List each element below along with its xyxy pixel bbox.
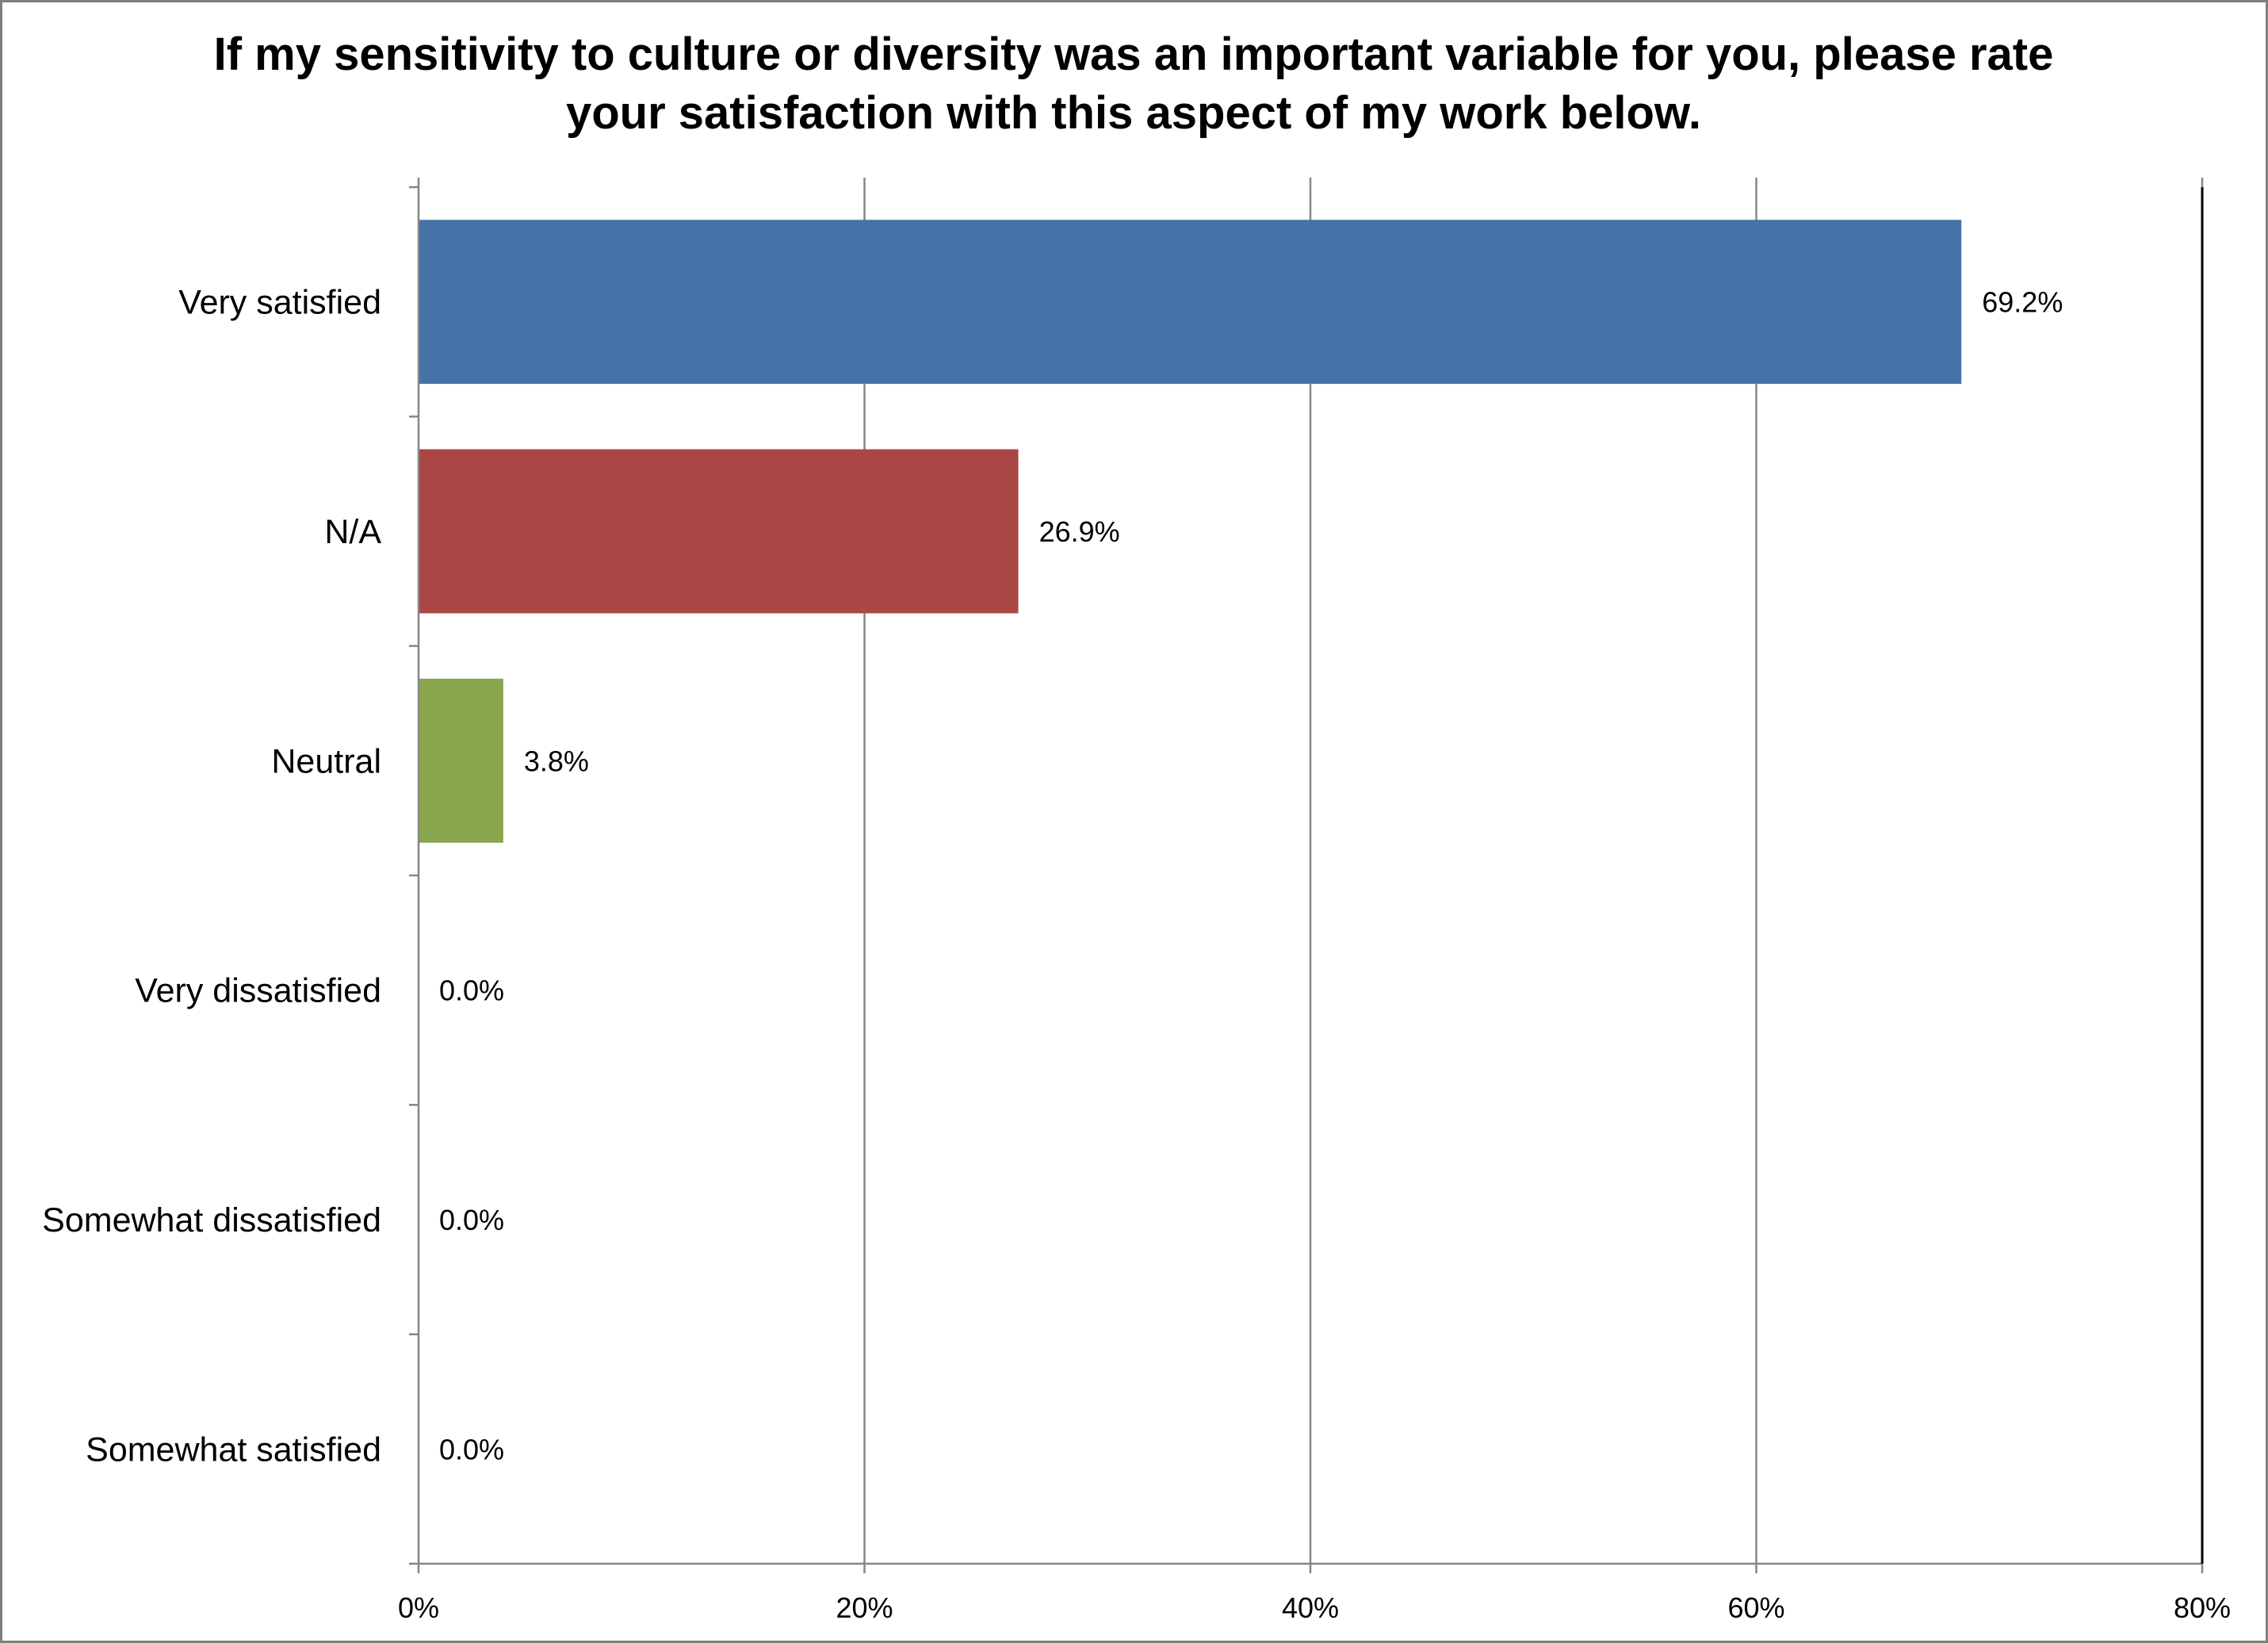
chart-title: If my sensitivity to culture or diversit… [213,29,2054,139]
x-tick-label: 0% [398,1591,439,1624]
data-label: 0.0% [439,1433,504,1465]
gridlines [863,187,2204,1564]
labels: 0% 20% 40% 60% 80% Very satisfied 69.2% N/A 26.9… [42,284,2231,1624]
bars [419,220,1962,843]
category-label: Very dissatisfied [135,972,381,1010]
bar [419,449,1019,614]
bar [419,220,1962,385]
axes [409,178,2204,1573]
category-label: N/A [324,513,381,551]
x-tick-label: 40% [1282,1591,1339,1624]
x-tick-label: 60% [1727,1591,1784,1624]
data-label: 69.2% [1982,286,2063,319]
category-label: Neutral [271,742,381,780]
x-tick-label: 20% [836,1591,893,1624]
data-label: 3.8% [524,745,589,777]
data-label: 0.0% [439,975,504,1007]
category-label: Somewhat satisfied [86,1430,381,1469]
bar [419,678,503,843]
x-tick-label: 80% [2174,1591,2231,1624]
data-label: 0.0% [439,1204,504,1236]
category-label: Somewhat dissatisfied [42,1201,381,1239]
category-label: Very satisfied [178,284,381,322]
data-label: 26.9% [1039,515,1120,548]
